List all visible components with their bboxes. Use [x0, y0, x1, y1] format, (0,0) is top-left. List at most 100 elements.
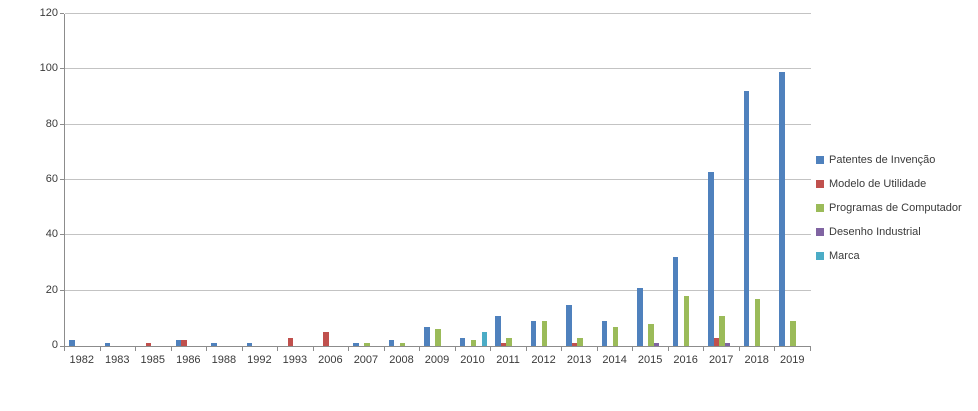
bar [708, 171, 714, 346]
x-axis-tick [170, 347, 172, 351]
x-axis-label: 2010 [460, 354, 485, 366]
y-axis-label: 120 [39, 7, 58, 19]
bar [577, 337, 583, 346]
legend-label: Desenho Industrial [829, 226, 921, 238]
x-axis-label: 2019 [779, 354, 805, 366]
bar [495, 315, 501, 346]
legend-swatch [816, 180, 824, 188]
y-axis-label: 40 [45, 228, 58, 241]
x-axis-label: 2008 [389, 354, 414, 366]
bar [724, 343, 731, 346]
bar [424, 326, 430, 346]
bar [601, 321, 608, 346]
x-axis-label: 1985 [140, 354, 166, 366]
x-axis-tick [241, 347, 243, 351]
x-axis-tick [810, 347, 811, 351]
x-axis-tick [419, 347, 421, 351]
x-axis-label: 2012 [531, 354, 556, 366]
bar [181, 340, 187, 346]
legend-label: Marca [829, 250, 860, 262]
bar [104, 343, 111, 346]
bar [566, 304, 572, 346]
x-axis-label: 2006 [318, 354, 343, 366]
bar [637, 287, 643, 346]
x-axis-tick [632, 347, 634, 351]
gridline [65, 289, 811, 291]
x-axis-tick [64, 347, 65, 351]
x-axis-tick [774, 347, 776, 351]
x-axis-tick [490, 347, 492, 351]
bar [648, 323, 654, 346]
y-axis-label: 0 [51, 339, 58, 351]
legend-item: Programas de Computador [816, 196, 962, 220]
x-axis-tick [348, 347, 350, 351]
gridline [65, 234, 811, 236]
x-axis-tick [738, 347, 740, 351]
bar [612, 326, 619, 346]
bar [364, 343, 370, 346]
legend-swatch [816, 156, 824, 164]
plot-area [64, 13, 811, 347]
x-axis-label: 2015 [637, 354, 663, 366]
x-axis-label: 2018 [744, 354, 769, 366]
x-axis-tick [99, 347, 101, 351]
x-axis-tick [561, 347, 563, 351]
bar [653, 343, 660, 346]
legend-item: Modelo de Utilidade [816, 172, 962, 196]
bar [211, 343, 217, 346]
bar [388, 340, 395, 346]
bar [470, 340, 477, 346]
bar [353, 343, 359, 346]
gridline [65, 123, 811, 125]
bar [481, 332, 488, 346]
bar [719, 315, 725, 346]
bar [287, 337, 294, 346]
legend-item: Marca [816, 244, 962, 268]
legend-swatch [816, 252, 824, 260]
y-axis-label: 100 [39, 62, 58, 75]
bar [500, 343, 507, 346]
bar [145, 343, 152, 346]
x-axis-label: 1988 [211, 354, 237, 366]
y-axis-label: 80 [45, 117, 58, 130]
y-axis-tick [60, 179, 64, 180]
bar [713, 337, 720, 346]
bar [541, 321, 548, 346]
bar [506, 337, 512, 346]
x-axis-tick [383, 347, 385, 351]
gridline [65, 13, 811, 14]
bar [175, 340, 182, 346]
bar [790, 321, 796, 346]
legend: Patentes de Invenção Modelo de Utilidade P… [816, 148, 962, 268]
legend-swatch [816, 228, 824, 236]
bar [530, 321, 537, 346]
x-axis-label: 1992 [247, 354, 272, 366]
bar [435, 329, 441, 346]
gridline [65, 179, 811, 180]
y-axis-tick [60, 346, 64, 347]
x-axis-tick [596, 347, 598, 351]
x-axis-label: 2017 [708, 354, 734, 366]
x-axis-label: 2007 [353, 354, 379, 366]
y-axis-tick [60, 68, 64, 70]
x-axis-tick [703, 347, 705, 351]
y-axis-tick [60, 234, 64, 236]
bar [683, 296, 690, 346]
y-axis-tick [60, 13, 64, 14]
bar [69, 340, 75, 346]
y-axis-tick [60, 289, 64, 291]
x-axis-tick [525, 347, 527, 351]
bar [246, 343, 253, 346]
legend-item: Patentes de Invenção [816, 148, 962, 172]
x-axis-label: 2009 [424, 354, 450, 366]
bar [743, 91, 750, 346]
bar [672, 257, 679, 346]
legend-item: Desenho Industrial [816, 220, 962, 244]
legend-label: Modelo de Utilidade [829, 178, 927, 190]
y-axis-label: 20 [45, 283, 58, 296]
bar [779, 72, 785, 346]
x-axis-label: 2016 [673, 354, 698, 366]
x-axis-label: 2011 [496, 354, 520, 366]
x-axis-label: 2014 [602, 354, 627, 366]
